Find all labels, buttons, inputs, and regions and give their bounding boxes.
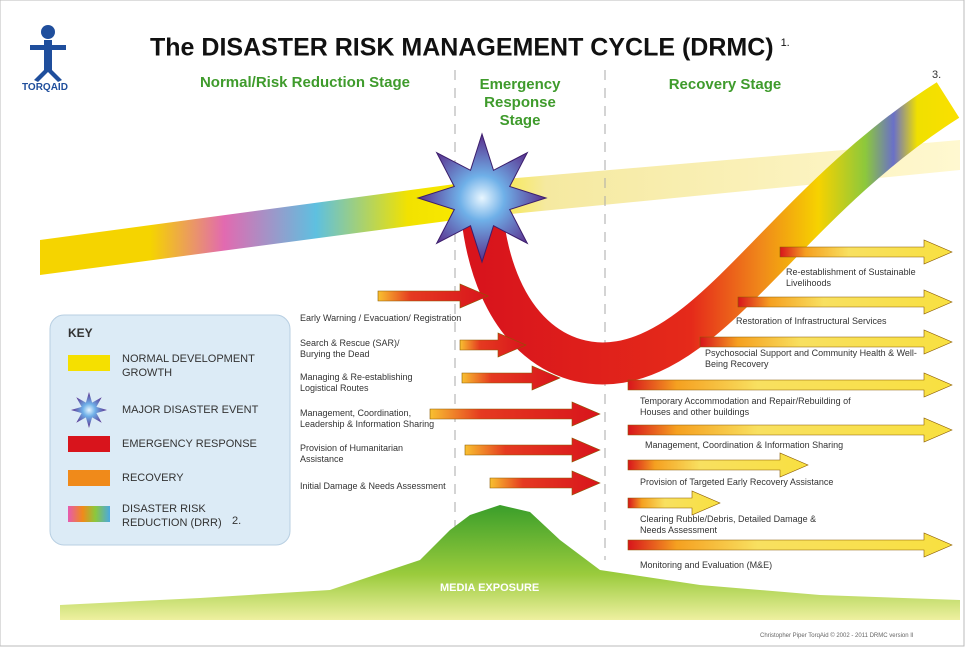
stage-label: Recovery Stage — [640, 76, 810, 94]
arrow — [490, 471, 600, 495]
arrow — [628, 491, 720, 515]
arrow — [430, 402, 600, 426]
activity-label: Re-establishment of Sustainable Liveliho… — [786, 267, 956, 289]
key-label: RECOVERY — [122, 471, 282, 485]
key-label: NORMAL DEVELOPMENT GROWTH — [122, 352, 282, 380]
key-label: EMERGENCY RESPONSE — [122, 437, 282, 451]
activity-label: Search & Rescue (SAR)/ Burying the Dead — [300, 338, 410, 360]
activity-label: Management, Coordination & Information S… — [645, 440, 875, 451]
activity-label: Clearing Rubble/Debris, Detailed Damage … — [640, 514, 840, 536]
activity-label: Restoration of Infrastructural Services — [736, 316, 936, 327]
stage-label: Normal/Risk Reduction Stage — [180, 74, 430, 92]
arrow — [628, 533, 952, 557]
activity-label: Managing & Re-establishing Logistical Ro… — [300, 372, 440, 394]
activity-label: Early Warning / Evacuation/ Registration — [300, 313, 480, 324]
key-note: 2. — [232, 516, 241, 527]
activity-label: Initial Damage & Needs Assessment — [300, 481, 470, 492]
arrow — [738, 290, 952, 314]
activity-label: Monitoring and Evaluation (M&E) — [640, 560, 840, 571]
key-swatch — [68, 506, 110, 522]
footer: Christopher Piper TorqAid © 2002 - 2011 … — [760, 632, 914, 640]
activity-label: Psychosocial Support and Community Healt… — [705, 348, 935, 370]
arrow — [465, 438, 600, 462]
stage-note: 3. — [932, 70, 941, 81]
disaster-star — [418, 134, 546, 262]
title-note: 1. — [781, 37, 790, 49]
key-swatch — [68, 436, 110, 452]
arrow — [378, 284, 488, 308]
stage-label: Emergency Response Stage — [465, 76, 575, 130]
logo — [30, 25, 66, 82]
arrow — [628, 373, 952, 397]
page: TORQAID The DISASTER RISK MANAGEMENT CYC… — [0, 0, 965, 647]
title-text: The DISASTER RISK MANAGEMENT CYCLE (DRMC… — [150, 33, 774, 61]
key-swatch — [71, 392, 107, 428]
activity-label: Temporary Accommodation and Repair/Rebui… — [640, 396, 880, 418]
key-title: KEY — [68, 328, 93, 339]
activity-label: Provision of Targeted Early Recovery Ass… — [640, 477, 870, 488]
key-swatch — [68, 470, 110, 486]
key-label: DISASTER RISK REDUCTION (DRR) — [122, 502, 232, 530]
activity-label: Management, Coordination, Leadership & I… — [300, 408, 450, 430]
arrow — [628, 453, 808, 477]
key-swatch — [68, 355, 110, 371]
activity-label: Provision of Humanitarian Assistance — [300, 443, 420, 465]
media-label: MEDIA EXPOSURE — [440, 583, 539, 594]
logo-text: TORQAID — [22, 82, 68, 93]
title: The DISASTER RISK MANAGEMENT CYCLE (DRMC… — [150, 28, 790, 62]
arrow — [628, 418, 952, 442]
key-label: MAJOR DISASTER EVENT — [122, 403, 282, 417]
